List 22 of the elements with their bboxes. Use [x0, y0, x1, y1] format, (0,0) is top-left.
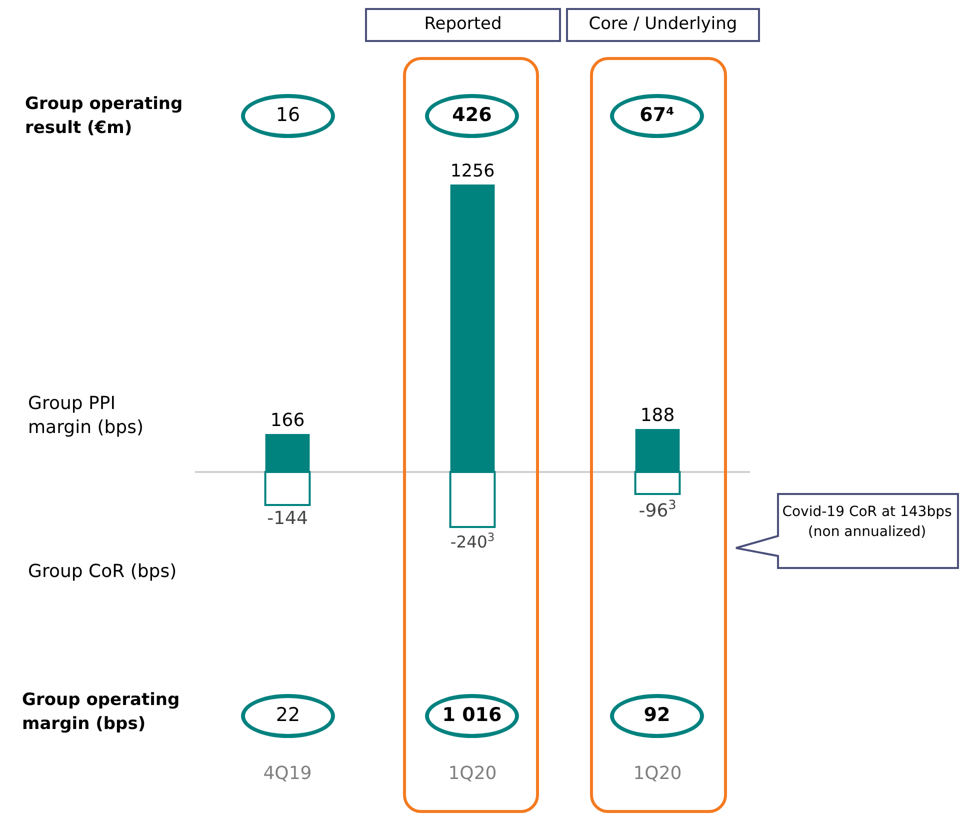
- x-tick-label: 4Q19: [263, 763, 312, 784]
- data-label: -96$^{3}$: [638, 496, 676, 522]
- text: Covid-19 CoR at 143bps (non annualized): [781, 503, 953, 542]
- data-label: 1256: [450, 162, 495, 182]
- text: Group CoR (bps): [28, 560, 178, 584]
- x-tick-label: 1Q20: [448, 763, 497, 784]
- text: 92: [642, 704, 672, 726]
- text: 426: [451, 104, 493, 126]
- text: 67⁴: [638, 104, 676, 126]
- text: 16: [274, 104, 302, 126]
- text: Reported: [423, 14, 503, 34]
- data-label: 188: [640, 404, 675, 426]
- text: Core / Underlying: [588, 14, 738, 34]
- text: 22: [274, 704, 302, 726]
- data-label: -144: [267, 508, 308, 529]
- data-label: -240$^{3}$: [450, 530, 495, 552]
- text: Group PPI margin (bps): [28, 392, 144, 440]
- x-tick-label: 1Q20: [633, 763, 682, 784]
- data-label: 166: [270, 410, 305, 431]
- text: 1 016: [441, 704, 503, 726]
- text: Group operating result (€m): [25, 93, 184, 140]
- text: Group operating margin (bps): [22, 689, 181, 736]
